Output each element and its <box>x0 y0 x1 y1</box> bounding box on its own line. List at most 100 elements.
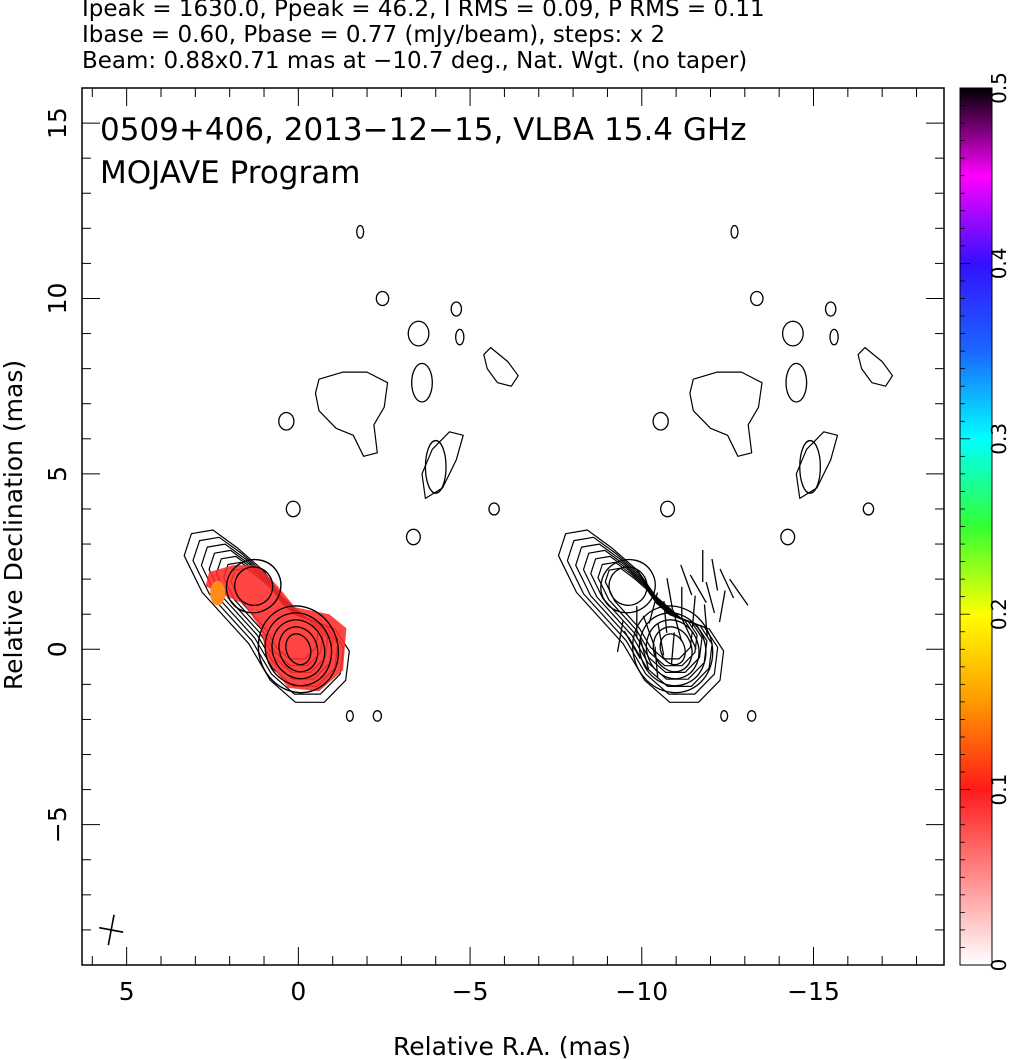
envelope-contour <box>575 543 713 688</box>
evpa-tick <box>689 574 707 603</box>
noise-contour <box>829 328 839 346</box>
y-tick-label: 15 <box>43 107 72 139</box>
noise-contour <box>372 710 383 722</box>
irregular-contour <box>421 431 464 499</box>
evpa-tick <box>648 592 659 624</box>
header-line-2: Ibase = 0.60, Pbase = 0.77 (mJy/beam), s… <box>82 22 666 48</box>
core-contour-overlay <box>257 605 339 694</box>
evpa-tick <box>657 623 665 656</box>
colorbar-tick-label: 0.4 <box>987 247 1011 279</box>
annotation-program: MOJAVE Program <box>100 155 360 191</box>
evpa-tick <box>703 604 708 637</box>
plot-frame <box>81 87 945 966</box>
knot-contour-overlay <box>225 558 282 614</box>
header-line-1: Ipeak = 1630.0, Ppeak = 46.2, I RMS = 0.… <box>82 0 765 22</box>
evpa-tick <box>672 609 683 642</box>
evpa-tick <box>642 615 655 647</box>
y-axis-label: Relative Declination (mas) <box>0 360 28 690</box>
noise-contour <box>454 328 465 346</box>
envelope-contour <box>183 529 350 703</box>
axis-tick-labels: 5 0 −5 −10 −15 15 10 5 0 −5 <box>43 107 840 1006</box>
evpa-tick <box>670 632 675 665</box>
irregular-contour <box>795 431 839 499</box>
noise-contour <box>799 439 822 494</box>
x-tick-label: 5 <box>119 977 135 1006</box>
y-tick-label: 5 <box>43 466 72 482</box>
noise-contour <box>862 502 875 516</box>
noise-contour <box>824 301 837 317</box>
axis-ticks <box>82 87 944 966</box>
noise-contour <box>405 528 421 546</box>
irregular-contour <box>483 347 519 387</box>
x-tick-label: −15 <box>787 977 840 1006</box>
colorbar-tick-label: 0.2 <box>987 598 1011 630</box>
polarized-flux-edge <box>210 580 226 606</box>
noise-contour <box>781 320 804 347</box>
colorbar-tick-label: 0.5 <box>987 72 1011 104</box>
envelope-contour <box>582 549 708 680</box>
evpa-tick <box>705 581 716 614</box>
evpa-tick <box>729 578 749 606</box>
noise-contour <box>488 502 500 516</box>
beam-marker <box>99 914 124 946</box>
core-contour-overlay <box>264 612 333 687</box>
envelope-contour <box>557 529 725 703</box>
evpa-tick <box>681 619 697 650</box>
noise-contour <box>375 290 390 307</box>
colorbar-tick-label: 0.3 <box>987 423 1011 455</box>
noise-contour <box>450 301 463 317</box>
knot-contour-overlay <box>234 566 274 606</box>
x-tick-label: −5 <box>452 977 489 1006</box>
noise-contour <box>660 500 676 518</box>
noise-contour <box>746 710 757 722</box>
polarized-flux-region <box>205 565 347 692</box>
evpa-tick <box>711 558 719 591</box>
header-line-3: Beam: 0.88x0.71 mas at −10.7 deg., Nat. … <box>82 48 748 74</box>
annotation-title: 0509+406, 2013−12−15, VLBA 15.4 GHz <box>100 112 746 148</box>
colorbar-tick-label: 0.1 <box>987 774 1011 806</box>
evpa-tick <box>666 578 674 610</box>
y-tick-label: −5 <box>43 806 72 843</box>
beam-minor-axis <box>99 926 124 933</box>
noise-contour <box>780 528 796 546</box>
evpa-tick <box>680 564 693 596</box>
noise-contour <box>730 224 739 239</box>
irregular-contour <box>689 371 763 457</box>
x-tick-label: −10 <box>615 977 668 1006</box>
envelope-contour <box>566 536 719 695</box>
noise-contour <box>720 710 729 722</box>
noise-contour <box>424 439 447 494</box>
colorbar <box>959 87 993 966</box>
evpa-tick <box>639 638 650 670</box>
evpa-tick <box>719 568 735 599</box>
evpa-tick <box>623 630 641 660</box>
evpa-tick <box>616 620 624 652</box>
core-contour-overlay <box>278 626 319 673</box>
x-tick-label: 0 <box>290 977 306 1006</box>
colorbar-tick-label: 0 <box>987 959 1011 972</box>
envelope-contour <box>590 555 703 674</box>
evpa-tick <box>691 595 696 628</box>
noise-contour <box>407 320 430 347</box>
noise-contour <box>345 710 354 722</box>
noise-contour <box>750 290 764 307</box>
irregular-contour <box>857 347 894 387</box>
noise-contour <box>652 411 669 431</box>
noise-contour <box>356 224 365 239</box>
noise-contour <box>785 362 808 403</box>
evpa-tick <box>718 590 726 623</box>
y-tick-label: 0 <box>43 641 72 657</box>
y-tick-label: 10 <box>43 283 72 315</box>
core-contour <box>659 633 686 666</box>
colorbar-ticks: 0 0.1 0.2 0.3 0.4 0.5 <box>960 72 1011 971</box>
core-contour-overlay <box>285 633 312 666</box>
evpa-tick <box>654 646 659 679</box>
polarization-layer <box>205 549 749 694</box>
evpa-tick <box>663 600 668 633</box>
noise-contour <box>411 362 433 403</box>
x-axis-label: Relative R.A. (mas) <box>393 1032 631 1060</box>
envelope-contour <box>604 567 693 660</box>
noise-contour <box>285 500 301 518</box>
irregular-contour <box>314 371 389 457</box>
